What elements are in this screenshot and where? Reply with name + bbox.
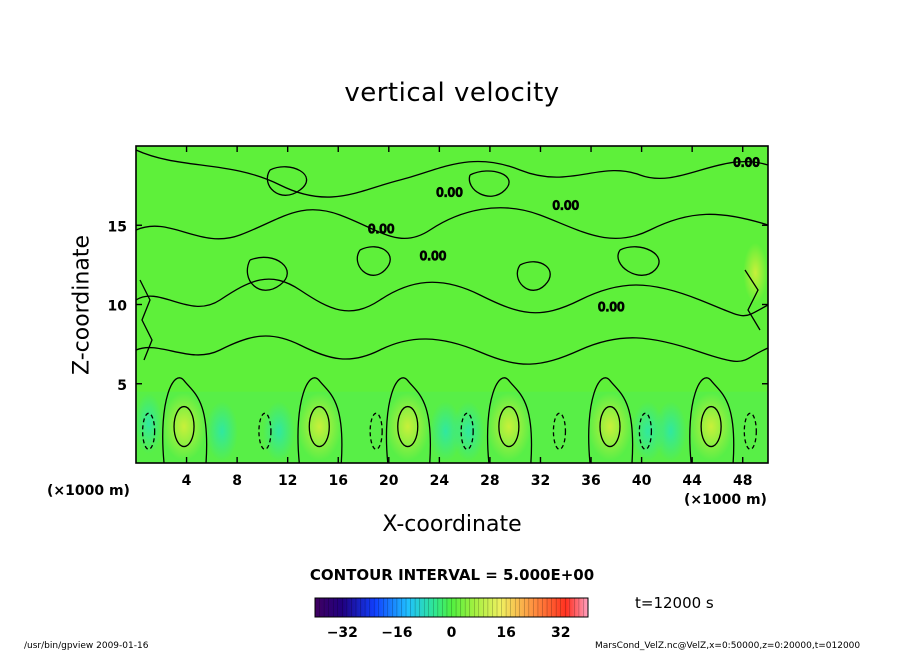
plume-contour (588, 377, 634, 463)
contour-line (744, 269, 761, 331)
downdraft-core (136, 393, 163, 454)
downdraft-contour (552, 412, 567, 450)
plume-contour (486, 377, 533, 463)
contour-line (246, 256, 288, 291)
contour-value-label: 0.00 (598, 300, 625, 314)
x-tick-label: 20 (379, 473, 399, 489)
downdraft-core (452, 401, 485, 462)
updraft-contour (700, 405, 722, 448)
colorbar-tick-label: 32 (551, 625, 570, 641)
x-unit-right: (×1000 m) (684, 492, 767, 508)
colorbar-tick-label: −16 (381, 625, 412, 641)
contour-line (136, 278, 768, 317)
x-tick-label: 4 (182, 473, 192, 489)
x-tick-label: 40 (632, 473, 652, 489)
updraft-contour (173, 405, 195, 448)
contour-line (468, 170, 510, 197)
contour-line (136, 335, 768, 365)
colorbar-tick-label: −32 (327, 625, 358, 641)
contour-line (516, 261, 551, 291)
downdraft-contour (460, 412, 474, 450)
updraft-core (689, 392, 734, 461)
y-tick-label: 10 (108, 299, 128, 315)
plume-contour (162, 377, 208, 463)
downdraft-core (631, 401, 664, 462)
contour-value-label: 0.00 (552, 198, 579, 212)
downdraft-core (205, 401, 238, 462)
updraft-contour (498, 405, 520, 448)
downdraft-contour (743, 412, 757, 450)
contour-layer: 0.00 0.00 0.00 0.00 0.00 0.00 0.00 (136, 111, 768, 463)
plume-contour (689, 377, 735, 463)
downdraft-core (654, 401, 687, 462)
colorbar-tick-label: 0 (447, 625, 457, 641)
updraft-core (385, 392, 430, 461)
y-axis-label: Z-coordinate (69, 235, 95, 375)
contour-line (356, 246, 391, 276)
time-label: t=12000 s (635, 594, 714, 612)
x-tick-label: 32 (531, 473, 550, 489)
downdraft-contour (141, 412, 156, 450)
footer-left: /usr/bin/gpview 2009-01-16 (24, 641, 149, 651)
updraft-core (743, 242, 768, 303)
plume-contour (297, 377, 343, 463)
downdraft-contour (638, 412, 653, 450)
contour-line (139, 279, 153, 361)
contour-value-label: 0.00 (733, 156, 760, 170)
updraft-contour (599, 405, 621, 448)
x-tick-label: 44 (682, 473, 702, 489)
x-unit-left: (×1000 m) (47, 483, 130, 499)
field-layer (136, 146, 768, 463)
y-tick-label: 15 (108, 219, 127, 235)
contour-line (266, 166, 308, 196)
chart-title: vertical velocity (344, 78, 560, 108)
x-tick-label: 48 (733, 473, 752, 489)
contour-value-label: 0.00 (489, 111, 516, 125)
updraft-contour (397, 405, 419, 448)
x-axis-label: X-coordinate (382, 512, 522, 537)
contour-value-label: 0.00 (436, 186, 463, 200)
contour-value-label: 0.00 (368, 222, 395, 236)
updraft-core (486, 392, 531, 461)
contour-value-label: 0.00 (420, 249, 447, 263)
x-tick-label: 36 (581, 473, 600, 489)
downdraft-core (429, 401, 462, 462)
updraft-core (162, 392, 207, 461)
contour-line (136, 149, 768, 198)
x-tick-label: 16 (328, 473, 347, 489)
contour-line (136, 207, 768, 240)
x-tick-label: 24 (430, 473, 450, 489)
downdraft-core (262, 401, 295, 462)
x-axis: 4 8 12 16 20 24 28 32 36 40 44 48 (182, 146, 752, 489)
y-tick-label: 5 (117, 378, 127, 394)
updraft-core (297, 392, 342, 461)
updraft-contour (308, 405, 330, 448)
downdraft-contour (369, 412, 383, 450)
x-tick-label: 28 (480, 473, 499, 489)
footer-right: MarsCond_VelZ.nc@VelZ,x=0:50000,z=0:2000… (595, 641, 861, 651)
colorbar: −32 −16 0 16 32 (314, 597, 589, 641)
colorbar-tick-label: 16 (496, 625, 515, 641)
y-axis: 5 10 15 (108, 219, 768, 394)
downdraft-contour (258, 412, 272, 450)
x-tick-label: 12 (278, 473, 297, 489)
contour-interval: CONTOUR INTERVAL = 5.000E+00 (309, 566, 595, 584)
contour-line (617, 246, 660, 276)
x-tick-label: 8 (232, 473, 242, 489)
plume-contour (385, 377, 432, 463)
updraft-core (588, 392, 632, 461)
